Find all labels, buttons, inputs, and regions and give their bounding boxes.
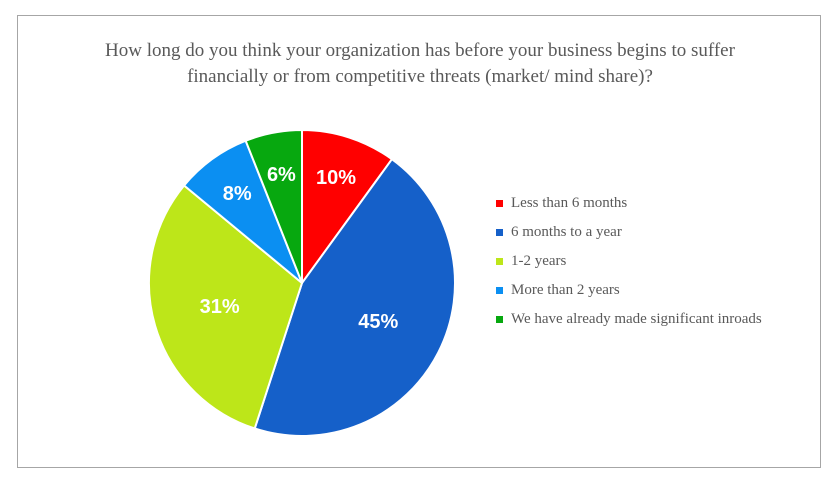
pie-slice [148,184,303,430]
slice-data-label: 6% [267,164,296,186]
legend-swatch [496,200,503,207]
legend-label: 1-2 years [511,253,567,269]
legend-label: 6 months to a year [511,224,622,240]
legend-swatch [496,229,503,236]
legend-swatch [496,258,503,265]
chart-title: How long do you think your organization … [18,38,822,90]
chart-title-line-2: financially or from competitive threats … [187,66,653,87]
legend-label: More than 2 years [511,282,620,298]
legend-label: We have already made significant inroads [511,311,762,327]
slice-data-label: 8% [223,183,252,205]
pie-slice [253,158,456,437]
pie-slice [244,129,303,284]
pie-chart: 10% 45% 31% 8% 6% [148,129,456,437]
pie-slice [301,129,393,284]
slice-data-label: 45% [358,311,398,333]
legend-item: Less than 6 months [496,189,762,218]
legend-item: We have already made significant inroads [496,305,762,334]
legend-label: Less than 6 months [511,195,628,211]
slice-data-label: 31% [200,296,240,318]
legend-item: More than 2 years [496,276,762,305]
chart-frame: How long do you think your organization … [17,15,821,468]
legend-swatch [496,316,503,323]
slice-data-label: 10% [316,167,356,189]
chart-title-line-1: How long do you think your organization … [105,40,735,61]
legend-item: 1-2 years [496,247,762,276]
legend-item: 6 months to a year [496,218,762,247]
chart-legend: Less than 6 months 6 months to a year 1-2 … [496,189,762,334]
legend-swatch [496,287,503,294]
